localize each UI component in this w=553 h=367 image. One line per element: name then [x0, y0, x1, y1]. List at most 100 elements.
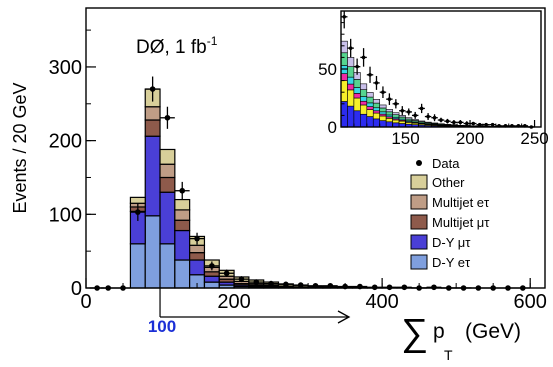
inset-bar: [392, 119, 400, 124]
inset-bar: [347, 83, 355, 91]
main-y-tick-label: 0: [71, 278, 82, 300]
x-axis-label-unit: (GeV): [465, 320, 521, 343]
main-data-point: [308, 282, 323, 289]
inset-data-marker: [413, 113, 417, 118]
inset-bar: [392, 114, 400, 118]
inset-data-point: [437, 117, 445, 123]
inset-bar: [366, 102, 374, 107]
inset-bar: [398, 116, 406, 120]
inset-x-tick-label: 150: [391, 129, 419, 148]
inset-bar: [379, 120, 387, 128]
inset-data-marker: [406, 110, 411, 114]
inset-data-point: [386, 93, 393, 105]
main-data-point: [160, 106, 175, 129]
cut-value-label: 100: [148, 317, 176, 336]
main-plot: 0 200 400 600 0 100 200 300: [49, 7, 547, 313]
inset-data-point: [450, 120, 458, 125]
inset-bar: [360, 113, 368, 128]
legend-swatch: [410, 214, 428, 230]
inset-bar: [340, 101, 348, 128]
main-x-tick-label: 600: [514, 291, 547, 313]
main-bar: [174, 219, 191, 232]
inset-bar: [353, 110, 361, 128]
inset-bar: [366, 116, 374, 128]
inset-bar: [340, 52, 348, 66]
inset-data-point: [373, 75, 380, 90]
inset-data-marker: [490, 122, 495, 127]
legend-label: D-Y eτ: [432, 255, 471, 270]
legend-data-marker: [416, 160, 422, 166]
main-series-1: [129, 135, 354, 289]
main-data-point: [322, 282, 338, 289]
main-data-marker: [386, 284, 393, 291]
inset-data-marker: [458, 120, 463, 125]
inset-data-point: [366, 66, 374, 83]
main-bar: [189, 252, 206, 261]
main-data-marker: [194, 235, 200, 242]
inset-data-point: [476, 122, 483, 127]
inset-bar: [385, 121, 393, 128]
x-axis-label-symbol: ∑: [401, 312, 428, 354]
inset-bar: [398, 115, 406, 118]
main-data-marker: [283, 281, 289, 288]
legend-swatch: [410, 234, 428, 250]
inset-data-marker: [445, 119, 450, 123]
inset-bar: [385, 118, 393, 123]
inset-data-marker: [484, 122, 488, 127]
main-bar: [159, 243, 176, 289]
main-data-marker: [209, 263, 215, 269]
inset-data-point: [463, 121, 471, 126]
inset-bar: [372, 102, 381, 109]
inset-bar: [360, 104, 368, 115]
legend-label: Multijet eτ: [432, 195, 490, 210]
main-data-marker: [401, 284, 408, 291]
inset-bar: [366, 106, 374, 110]
main-data-point: [145, 76, 161, 102]
inset-bar: [340, 73, 348, 81]
inset-bar: [360, 100, 368, 106]
main-data-point: [130, 203, 146, 221]
main-bar: [159, 148, 176, 165]
main-bar: [203, 271, 220, 277]
main-data-marker: [149, 86, 156, 92]
inset-data-marker: [439, 118, 443, 122]
main-data-point: [219, 269, 235, 277]
inset-bar: [405, 117, 413, 120]
main-data-point: [204, 261, 220, 271]
main-y-tick-label: 300: [49, 57, 82, 79]
legend-label: Other: [432, 175, 465, 190]
inset-x-tick-label: 250: [520, 129, 548, 148]
main-bar: [189, 259, 206, 276]
inset-data-marker: [355, 64, 359, 69]
inset-data-marker: [452, 120, 456, 125]
main-data-point: [426, 284, 442, 291]
inset-bar: [360, 96, 368, 102]
inset-bar: [379, 104, 387, 109]
main-bar: [174, 259, 191, 289]
inset-data-marker: [419, 106, 424, 111]
inset-bar: [366, 96, 374, 104]
inset-bar: [353, 97, 361, 112]
inset-bar: [398, 120, 406, 124]
main-bar: [174, 198, 191, 211]
main-bar: [129, 243, 146, 289]
main-data-marker: [135, 209, 141, 215]
inset-bar: [347, 89, 355, 107]
legend-swatch: [410, 174, 428, 190]
inset-data-point: [470, 121, 477, 126]
inset-bar: [353, 93, 361, 99]
inset-data-point: [482, 122, 490, 127]
cut-arrow-head: [337, 310, 351, 324]
inset-data-point: [347, 38, 354, 58]
main-data-point: [396, 284, 412, 291]
main-x-tick-label: 0: [80, 291, 91, 313]
inset-x-tick-label: 200: [456, 129, 484, 148]
inset-data-marker: [394, 102, 398, 106]
inset-data-marker: [348, 46, 353, 50]
main-bar: [159, 191, 176, 245]
inset-bar: [385, 109, 393, 113]
inset-bar: [372, 110, 381, 114]
inset-data-marker: [381, 90, 385, 94]
main-data-point: [278, 281, 294, 288]
main-bar: [203, 275, 220, 283]
